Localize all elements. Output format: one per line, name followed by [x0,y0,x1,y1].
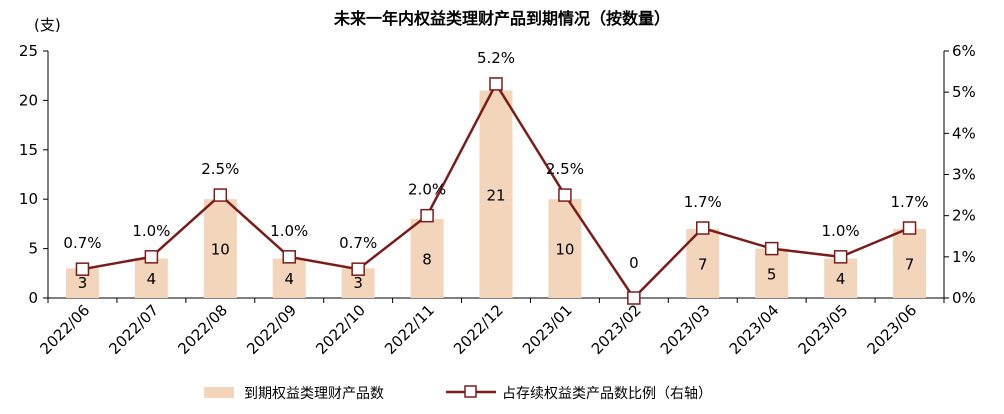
bar-value-label: 4 [284,270,294,288]
ratio-value-label: 1.0% [270,222,308,240]
y-left-tick-label: 20 [19,91,38,109]
ratio-marker [764,241,779,256]
x-tick-label: 2022/12 [450,301,507,358]
y-left-tick-label: 25 [19,42,38,60]
ratio-marker [627,291,641,305]
legend-line-marker [464,385,477,398]
ratio-value-label: 0.7% [63,234,101,252]
ratio-value-label: 1.0% [822,222,860,240]
ratio-marker [558,188,572,202]
bar [134,258,168,298]
ratio-value-label: 1.7% [890,193,928,211]
legend-bar-swatch [204,387,234,398]
ratio-marker [489,77,503,91]
bar [548,199,582,298]
ratio-marker [902,221,917,235]
y-right-tick-label: 1% [952,248,976,266]
x-tick-label: 2023/02 [588,301,645,358]
ratio-marker [833,250,848,264]
y-left-tick-label: 5 [28,240,38,258]
x-tick-label: 2022/08 [174,301,231,358]
x-tick-label: 2022/06 [36,301,93,358]
x-labels: 2022/06 2022/07 2022/08 2022/09 2022/10 2022/… [36,301,920,358]
x-tick-label: 2022/10 [312,301,369,358]
bar-value-label: 3 [78,274,88,292]
x-tick-label: 2023/01 [519,301,576,358]
ratio-marker [696,221,710,235]
y-right-tick-label: 0% [952,289,976,307]
bar-labels: 3 4 10 4 3 8 21 10 0 7 5 4 7 [78,186,915,292]
bar-value-label: 0 [629,254,639,272]
bar-value-label: 4 [836,270,846,288]
bar-value-label: 3 [353,274,363,292]
x-tick-label: 2023/05 [795,301,852,358]
ratio-marker [282,250,296,264]
ratio-value-label: 5.2% [477,49,515,67]
ratio-marker [420,208,434,223]
ratio-value-label: 2.5% [546,160,584,178]
y-right-tick-label: 4% [952,124,976,142]
bar-value-label: 21 [486,186,505,204]
y-right-tick-label: 3% [952,166,976,184]
y-right-tick-label: 2% [952,207,976,225]
ratio-marker [351,262,365,276]
bar-value-label: 8 [422,250,432,268]
bar [755,248,789,298]
bar-value-label: 5 [767,265,777,283]
ratio-value-label: 1.0% [132,222,170,240]
x-tick-label: 2023/06 [864,301,921,358]
x-tick-label: 2022/09 [243,301,300,358]
y-left-tick-label: 0 [28,289,38,307]
ratio-marker [75,262,90,276]
bar-value-label: 10 [211,241,230,259]
y-left-tick-label: 15 [19,141,38,159]
line-layer [75,77,917,305]
ratio-value-label: 1.7% [684,193,722,211]
ratio-value-label: 2.0% [408,181,446,199]
bar-value-label: 10 [555,241,574,259]
y-right-tick-label: 5% [952,83,976,101]
y-right-tick-label: 6% [952,42,976,60]
bar-value-label: 7 [698,255,708,273]
x-tick-label: 2022/11 [381,301,438,358]
chart-title: 未来一年内权益类理财产品到期情况（按数量） [333,9,670,28]
bar [824,258,858,298]
x-tick-label: 2022/07 [105,301,162,358]
legend-bar-label: 到期权益类理财产品数 [244,386,384,402]
bar-value-label: 4 [147,270,157,288]
bar [479,90,513,299]
legend-line-label: 占存续权益类产品数比例（右轴） [502,385,712,402]
ratio-marker [144,250,159,264]
y-unit-label: (支) [34,16,61,34]
ratio-value-label: 0.7% [339,234,377,252]
bar-value-label: 7 [905,255,915,273]
bar [203,199,237,298]
bars [65,90,927,299]
legend: 到期权益类理财产品数 占存续权益类产品数比例（右轴） [204,385,712,402]
bar [272,258,306,298]
ratio-value-label: 2.5% [201,160,239,178]
bar [893,228,927,298]
ratio-marker [213,188,228,202]
axes: 0 5 10 15 20 25 0% 1% 2% 3% 4% 5% 6% [19,42,976,307]
bar [410,218,444,298]
line-labels: 0.7% 1.0% 2.5% 1.0% 0.7% 2.0% 5.2% 2.5% 1.7% 1.0%… [63,49,928,252]
y-left-tick-label: 10 [19,190,38,208]
x-tick-label: 2023/04 [726,301,783,358]
x-tick-label: 2023/03 [657,301,714,358]
